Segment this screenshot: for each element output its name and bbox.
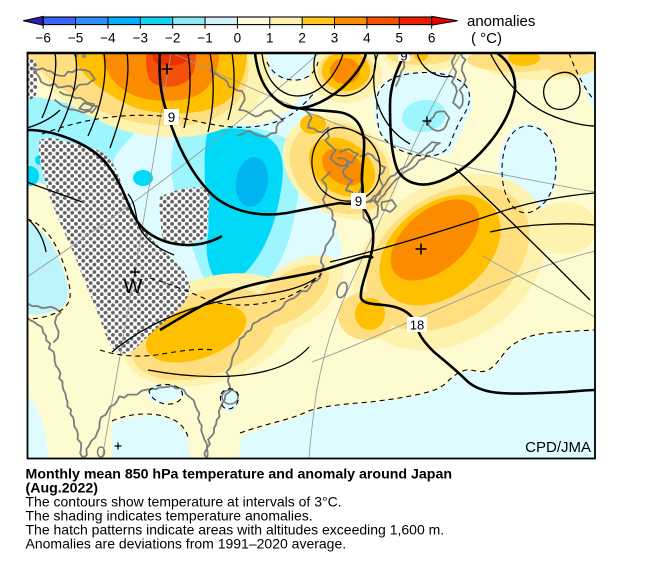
svg-text:The contours show temperature: The contours show temperature at interva… [26,494,342,510]
svg-text:−2: −2 [165,31,180,46]
svg-text:Monthly mean 850 hPa temperatu: Monthly mean 850 hPa temperature and ano… [26,467,453,483]
svg-text:The shading indicates temperat: The shading indicates temperature anomal… [26,508,313,524]
svg-text:3: 3 [331,31,339,46]
svg-text:1: 1 [266,31,274,46]
svg-text:−6: −6 [35,31,50,46]
svg-text:2: 2 [298,31,306,46]
svg-text:5: 5 [396,31,404,46]
svg-text:CPD/JMA: CPD/JMA [525,439,591,456]
svg-text:9: 9 [355,194,363,209]
svg-text:18: 18 [410,318,424,333]
svg-text:The hatch patterns indicate ar: The hatch patterns indicate areas with a… [26,522,445,538]
svg-text:W: W [124,276,143,298]
svg-text:( °C): ( °C) [471,30,502,47]
svg-text:−1: −1 [197,31,212,46]
svg-text:−3: −3 [133,31,148,46]
svg-text:−5: −5 [68,31,83,46]
svg-text:9: 9 [400,49,407,64]
svg-text:(Aug.2022): (Aug.2022) [26,481,99,497]
svg-text:anomalies: anomalies [467,13,535,30]
svg-text:Anomalies are deviations from: Anomalies are deviations from 1991–2020 … [26,536,347,552]
svg-text:−4: −4 [100,31,116,46]
svg-text:4: 4 [363,31,371,46]
svg-text:9: 9 [168,110,176,125]
svg-text:0: 0 [234,31,242,46]
svg-text:6: 6 [428,31,436,46]
